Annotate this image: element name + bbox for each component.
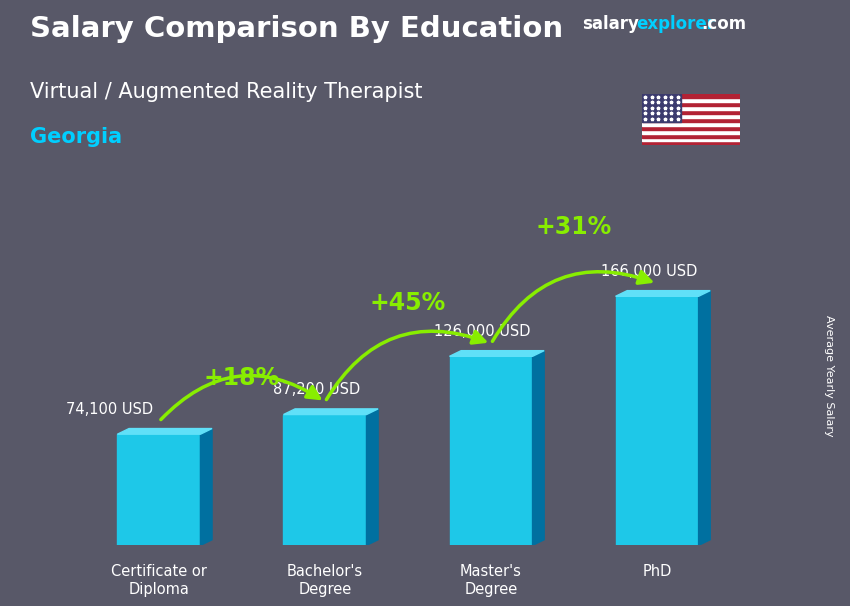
Bar bbox=[117, 435, 201, 545]
Bar bbox=[642, 98, 740, 102]
Polygon shape bbox=[117, 428, 212, 435]
Text: 166,000 USD: 166,000 USD bbox=[601, 264, 697, 279]
Text: Georgia: Georgia bbox=[30, 127, 122, 147]
Polygon shape bbox=[615, 291, 711, 296]
Text: Certificate or
Diploma: Certificate or Diploma bbox=[111, 564, 207, 597]
Text: Average Yearly Salary: Average Yearly Salary bbox=[824, 315, 834, 436]
Text: Master's
Degree: Master's Degree bbox=[460, 564, 522, 597]
Polygon shape bbox=[366, 409, 378, 545]
Bar bbox=[642, 94, 681, 122]
Bar bbox=[642, 130, 740, 133]
Polygon shape bbox=[533, 351, 544, 545]
Text: +45%: +45% bbox=[370, 291, 446, 315]
Bar bbox=[642, 125, 740, 130]
Text: explorer: explorer bbox=[636, 15, 715, 33]
Bar bbox=[642, 122, 740, 125]
Bar bbox=[642, 118, 740, 122]
Bar bbox=[642, 94, 740, 98]
Polygon shape bbox=[201, 428, 212, 545]
Text: Bachelor's
Degree: Bachelor's Degree bbox=[287, 564, 363, 597]
Text: Virtual / Augmented Reality Therapist: Virtual / Augmented Reality Therapist bbox=[30, 82, 422, 102]
Text: .com: .com bbox=[701, 15, 746, 33]
Bar bbox=[615, 296, 699, 545]
Bar bbox=[642, 106, 740, 110]
Bar bbox=[642, 110, 740, 114]
Bar bbox=[642, 114, 740, 118]
Text: +31%: +31% bbox=[536, 215, 612, 239]
Bar bbox=[642, 102, 740, 106]
Polygon shape bbox=[450, 351, 544, 356]
Text: salary: salary bbox=[582, 15, 639, 33]
Polygon shape bbox=[699, 291, 711, 545]
Bar bbox=[283, 415, 366, 545]
Bar bbox=[642, 133, 740, 138]
Text: PhD: PhD bbox=[643, 564, 672, 579]
Bar bbox=[642, 138, 740, 141]
Bar bbox=[450, 356, 533, 545]
Bar bbox=[642, 141, 740, 145]
Text: Salary Comparison By Education: Salary Comparison By Education bbox=[30, 15, 563, 43]
Text: 74,100 USD: 74,100 USD bbox=[65, 402, 153, 417]
Text: +18%: +18% bbox=[204, 366, 280, 390]
Text: 87,200 USD: 87,200 USD bbox=[273, 382, 360, 397]
Polygon shape bbox=[283, 409, 378, 415]
Text: 126,000 USD: 126,000 USD bbox=[434, 324, 531, 339]
